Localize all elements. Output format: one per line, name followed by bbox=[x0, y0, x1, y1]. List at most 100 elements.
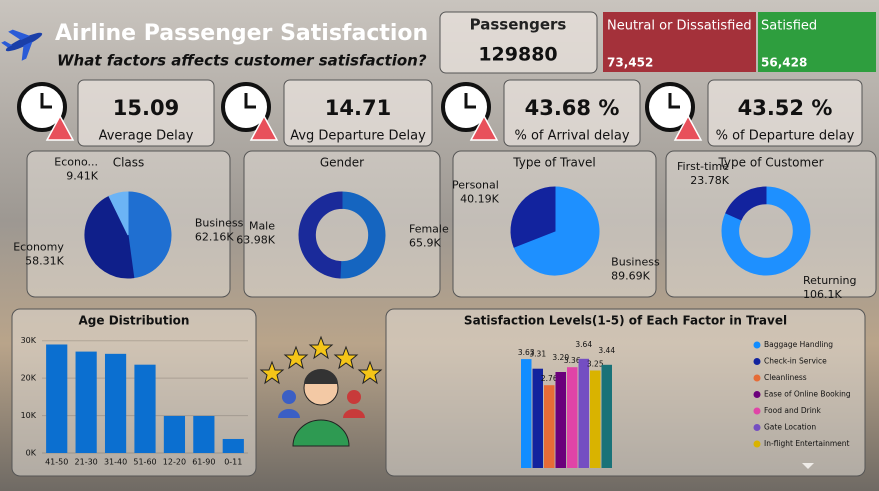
chart-panel bbox=[243, 150, 441, 298]
slice-label: Female bbox=[409, 223, 449, 236]
legend-swatch bbox=[753, 374, 761, 382]
legend-swatch bbox=[753, 391, 761, 398]
legend-label: Gate Location bbox=[764, 423, 816, 432]
bar bbox=[222, 438, 244, 453]
kpi-label: Average Delay bbox=[99, 129, 194, 144]
slice-label: Business bbox=[195, 216, 244, 229]
data-label: 3.64 bbox=[575, 340, 592, 349]
clock-hands bbox=[40, 93, 52, 109]
card-value: 129880 bbox=[478, 44, 557, 66]
kpi-value: 43.68 % bbox=[525, 96, 620, 120]
kpi-label: % of Departure delay bbox=[716, 129, 855, 144]
slice-label: Economy bbox=[13, 240, 64, 253]
slice-label: Personal bbox=[452, 179, 499, 192]
slice bbox=[339, 191, 386, 279]
slice bbox=[108, 191, 129, 236]
card-label: Passengers bbox=[470, 16, 567, 34]
warning-icon bbox=[249, 114, 279, 141]
bar bbox=[521, 359, 532, 468]
bar bbox=[544, 385, 555, 468]
slice bbox=[298, 191, 343, 279]
slice bbox=[513, 186, 600, 276]
slice-label: Male bbox=[249, 219, 275, 232]
chart-title: Class bbox=[113, 156, 145, 170]
slice-value-label: 63.98K bbox=[236, 233, 275, 246]
bar bbox=[578, 358, 589, 468]
slice bbox=[510, 186, 556, 248]
slice-value-label: 23.78K bbox=[690, 174, 729, 187]
legend-swatch bbox=[753, 440, 761, 448]
data-label: 3.36 bbox=[564, 356, 581, 365]
data-label: 3.31 bbox=[529, 350, 546, 359]
card-value: 73,452 bbox=[607, 56, 653, 70]
legend-label: In-flight Entertainment bbox=[764, 439, 849, 448]
bar bbox=[46, 344, 68, 453]
chart-title: Age Distribution bbox=[79, 314, 190, 328]
chart-title: Gender bbox=[320, 156, 364, 170]
clock-hands bbox=[668, 93, 680, 109]
slice-label: First-time bbox=[677, 160, 729, 173]
slice bbox=[84, 195, 135, 279]
x-tick-label: 61-90 bbox=[192, 458, 215, 467]
y-tick-label: 10K bbox=[21, 411, 37, 420]
slice-label: Econo... bbox=[54, 156, 98, 169]
satisfied-card bbox=[758, 12, 876, 72]
data-label: 2.76 bbox=[541, 374, 558, 383]
illustration bbox=[259, 335, 383, 447]
legend-label: Baggage Handling bbox=[764, 340, 833, 349]
chart-title: Type of Customer bbox=[717, 156, 823, 170]
legend-swatch bbox=[753, 407, 761, 415]
bar bbox=[193, 415, 215, 453]
bar bbox=[555, 372, 566, 468]
slice-value-label: 62.16K bbox=[195, 230, 234, 243]
y-tick-label: 30K bbox=[21, 336, 37, 345]
legend-label: Ease of Online Booking bbox=[764, 390, 851, 399]
x-tick-label: 12-20 bbox=[163, 458, 186, 467]
x-tick-label: 41-50 bbox=[45, 458, 68, 467]
bar bbox=[590, 370, 601, 468]
warning-icon bbox=[469, 114, 499, 141]
legend-label: Cleanliness bbox=[764, 373, 807, 382]
bar bbox=[75, 351, 97, 453]
data-label: 3.25 bbox=[587, 360, 604, 369]
chart-panel bbox=[385, 308, 866, 477]
bar bbox=[567, 367, 578, 468]
legend-swatch bbox=[753, 341, 761, 349]
clock-hands bbox=[244, 93, 256, 109]
y-tick-label: 20K bbox=[21, 374, 37, 383]
legend-swatch bbox=[753, 358, 761, 365]
passengers-card bbox=[439, 11, 598, 74]
x-tick-label: 51-60 bbox=[133, 458, 156, 467]
warning-icon bbox=[673, 114, 703, 141]
data-label: 3.63 bbox=[518, 348, 535, 357]
legend-swatch bbox=[753, 424, 761, 431]
chart-title: Type of Travel bbox=[512, 156, 595, 170]
slice-label: Returning bbox=[803, 274, 857, 287]
slice-value-label: 40.19K bbox=[460, 193, 499, 206]
kpi-card bbox=[707, 79, 863, 147]
clock-hands bbox=[464, 93, 476, 109]
slice-value-label: 89.69K bbox=[611, 269, 650, 282]
data-label: 3.20 bbox=[552, 353, 569, 362]
bar bbox=[163, 415, 186, 453]
legend-label: Check-in Service bbox=[764, 357, 827, 366]
x-tick-label: 0-11 bbox=[224, 458, 242, 467]
slice-value-label: 65.9K bbox=[409, 237, 441, 250]
kpi-label: Avg Departure Delay bbox=[290, 129, 426, 144]
x-tick-label: 21-30 bbox=[75, 458, 98, 467]
card-value: 56,428 bbox=[761, 56, 807, 70]
slice bbox=[721, 186, 811, 276]
card-label: Neutral or Dissatisfied bbox=[607, 19, 752, 34]
kpi-value: 43.52 % bbox=[738, 96, 833, 120]
slice-label: Business bbox=[611, 255, 660, 268]
dissatisfied-card bbox=[603, 12, 756, 72]
slice-value-label: 58.31K bbox=[25, 254, 64, 267]
x-tick-label: 31-40 bbox=[104, 458, 127, 467]
y-tick-label: 0K bbox=[26, 449, 37, 458]
subtitle: What factors affects customer satisfacti… bbox=[57, 52, 427, 70]
bar bbox=[532, 368, 543, 468]
slice-value-label: 106.1K bbox=[803, 288, 842, 301]
title: Airline Passenger Satisfaction bbox=[55, 21, 428, 46]
